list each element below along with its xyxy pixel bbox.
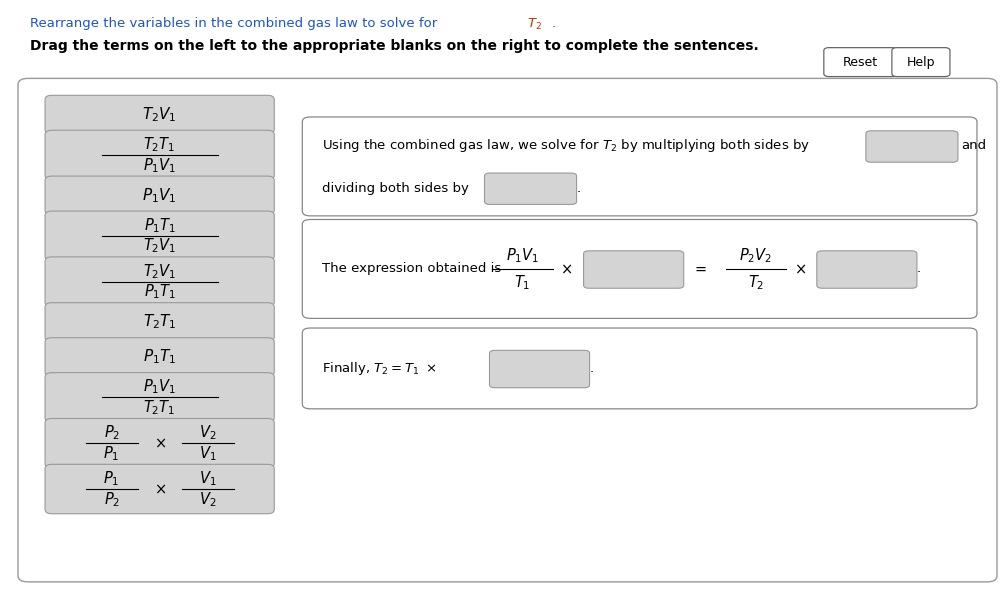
Text: $V_1$: $V_1$ [199, 469, 216, 488]
Text: $T_2V_1$: $T_2V_1$ [142, 105, 177, 124]
Text: $\times$: $\times$ [153, 436, 166, 450]
Text: Finally, $T_2 = T_1\ \times$: Finally, $T_2 = T_1\ \times$ [322, 360, 436, 377]
Text: dividing both sides by: dividing both sides by [322, 182, 469, 195]
FancyBboxPatch shape [824, 48, 897, 77]
FancyBboxPatch shape [584, 251, 684, 288]
FancyBboxPatch shape [817, 251, 917, 288]
Text: $P_1V_1$: $P_1V_1$ [142, 186, 177, 205]
Text: $P_1$: $P_1$ [103, 444, 120, 463]
FancyBboxPatch shape [489, 350, 590, 388]
Text: $V_2$: $V_2$ [199, 423, 216, 443]
Text: Drag the terms on the left to the appropriate blanks on the right to complete th: Drag the terms on the left to the approp… [30, 39, 759, 53]
Text: .: . [590, 362, 594, 375]
FancyBboxPatch shape [302, 219, 977, 318]
Text: $T_2T_1$: $T_2T_1$ [143, 312, 176, 332]
Text: $P_1V_1$: $P_1V_1$ [506, 246, 540, 265]
Text: $P_1$: $P_1$ [103, 469, 120, 488]
Text: Using the combined gas law, we solve for $T_2$ by multiplying both sides by: Using the combined gas law, we solve for… [322, 137, 811, 154]
FancyBboxPatch shape [45, 211, 274, 260]
Text: $T_2$: $T_2$ [527, 17, 542, 32]
Text: $P_1T_1$: $P_1T_1$ [143, 216, 176, 235]
FancyBboxPatch shape [45, 130, 274, 180]
Text: The expression obtained is: The expression obtained is [322, 262, 502, 276]
FancyBboxPatch shape [302, 117, 977, 216]
Text: .: . [552, 17, 556, 30]
FancyBboxPatch shape [302, 328, 977, 409]
FancyBboxPatch shape [866, 131, 958, 162]
Text: Rearrange the variables in the combined gas law to solve for: Rearrange the variables in the combined … [30, 17, 441, 30]
FancyBboxPatch shape [484, 173, 577, 204]
Text: $P_1T_1$: $P_1T_1$ [143, 282, 176, 302]
Text: $P_2V_2$: $P_2V_2$ [739, 246, 773, 265]
Text: $V_2$: $V_2$ [199, 490, 216, 509]
Text: $V_1$: $V_1$ [199, 444, 216, 463]
Text: $\times$: $\times$ [561, 262, 573, 276]
Text: $P_1T_1$: $P_1T_1$ [143, 347, 176, 367]
Text: .: . [577, 182, 581, 195]
Text: $T_2V_1$: $T_2V_1$ [143, 262, 176, 281]
FancyBboxPatch shape [45, 95, 274, 134]
FancyBboxPatch shape [45, 257, 274, 306]
Text: $T_2$: $T_2$ [748, 273, 764, 292]
FancyBboxPatch shape [45, 373, 274, 422]
Text: Help: Help [907, 55, 935, 69]
Text: Reset: Reset [843, 55, 878, 69]
FancyBboxPatch shape [18, 78, 997, 582]
Text: $P_1V_1$: $P_1V_1$ [143, 377, 176, 397]
Text: $\times$: $\times$ [794, 262, 806, 276]
Text: $P_1V_1$: $P_1V_1$ [143, 156, 176, 175]
FancyBboxPatch shape [45, 303, 274, 341]
FancyBboxPatch shape [45, 464, 274, 514]
FancyBboxPatch shape [45, 176, 274, 215]
Text: $T_2T_1$: $T_2T_1$ [143, 135, 176, 154]
FancyBboxPatch shape [45, 338, 274, 376]
FancyBboxPatch shape [892, 48, 950, 77]
Text: .: . [917, 262, 921, 276]
FancyBboxPatch shape [45, 418, 274, 468]
Text: $\times$: $\times$ [153, 482, 166, 496]
Text: $T_1$: $T_1$ [515, 273, 531, 292]
Text: $T_2T_1$: $T_2T_1$ [143, 398, 176, 417]
Text: $T_2V_1$: $T_2V_1$ [143, 236, 176, 256]
Text: and: and [961, 139, 986, 153]
Text: $P_2$: $P_2$ [103, 490, 120, 509]
Text: =: = [695, 262, 707, 276]
Text: $P_2$: $P_2$ [103, 423, 120, 443]
